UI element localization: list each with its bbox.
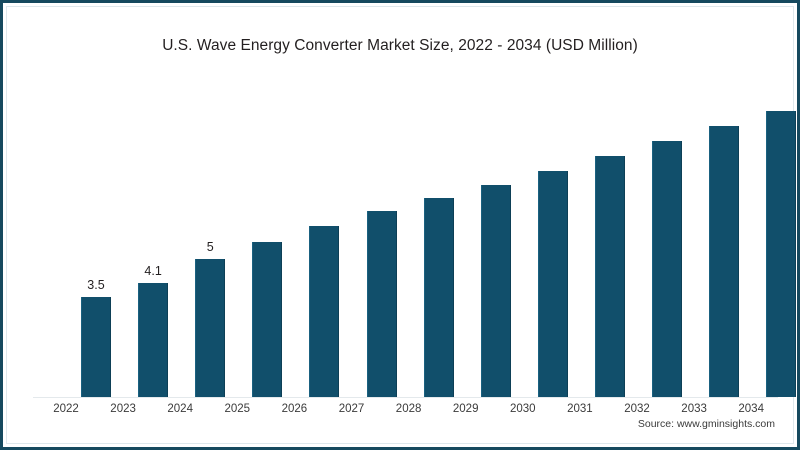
bar-group xyxy=(294,204,354,397)
x-axis-line xyxy=(33,397,778,398)
x-axis-tick-label: 2027 xyxy=(338,403,365,415)
bar-rect xyxy=(480,185,511,397)
bar-rect xyxy=(594,156,625,397)
bar-value-label: 5 xyxy=(206,239,214,254)
page-title: U.S. Wave Energy Converter Market Size, … xyxy=(162,37,638,54)
x-axis-tick-label: 2032 xyxy=(624,403,650,415)
bar-group xyxy=(694,104,754,397)
bar-value-label: 4.1 xyxy=(144,263,162,278)
bar-rect xyxy=(766,111,797,397)
bar-rect xyxy=(309,226,340,397)
bar-rect xyxy=(195,259,226,397)
x-axis-tick-label: 2026 xyxy=(281,403,308,415)
bar-group: 5 xyxy=(180,237,240,397)
bar-group xyxy=(409,176,469,397)
bar-value-label: 3.5 xyxy=(87,277,105,292)
x-axis-tick-label: 2033 xyxy=(681,403,707,415)
bar-group xyxy=(237,220,297,397)
bar-group xyxy=(637,119,697,397)
x-axis-tick-label: 2034 xyxy=(738,403,764,415)
x-axis-tick-label: 2028 xyxy=(395,403,422,415)
bar-group xyxy=(352,189,412,397)
bar-rect xyxy=(138,283,169,397)
x-axis-tick-label: 2024 xyxy=(167,403,193,415)
bar-rect xyxy=(709,126,740,397)
bar-rect xyxy=(537,171,568,397)
bar-rect xyxy=(252,242,283,397)
bar-rect xyxy=(423,198,454,397)
x-axis-tick-label: 2029 xyxy=(452,403,479,415)
x-axis-tick-label: 2022 xyxy=(53,403,79,415)
plot-area: 3.5 4.1 5 xyxy=(33,73,797,398)
x-axis-tick-label: 2023 xyxy=(110,403,136,415)
x-axis-tick-label: 2030 xyxy=(510,403,536,415)
bar-group: 3.5 xyxy=(66,275,126,397)
bar-group: 4.1 xyxy=(123,261,183,397)
bar-rect xyxy=(366,211,397,397)
bar-group xyxy=(523,149,583,397)
x-axis-tick-label: 2025 xyxy=(224,403,251,415)
bar-group xyxy=(751,89,797,397)
source-note: Source: www.gminsights.com xyxy=(637,418,775,430)
bar-rect xyxy=(81,297,111,397)
bar-rect xyxy=(652,141,682,397)
bar-group xyxy=(580,134,640,397)
bar-group xyxy=(466,163,526,397)
x-axis-tick-label: 2031 xyxy=(567,403,593,415)
